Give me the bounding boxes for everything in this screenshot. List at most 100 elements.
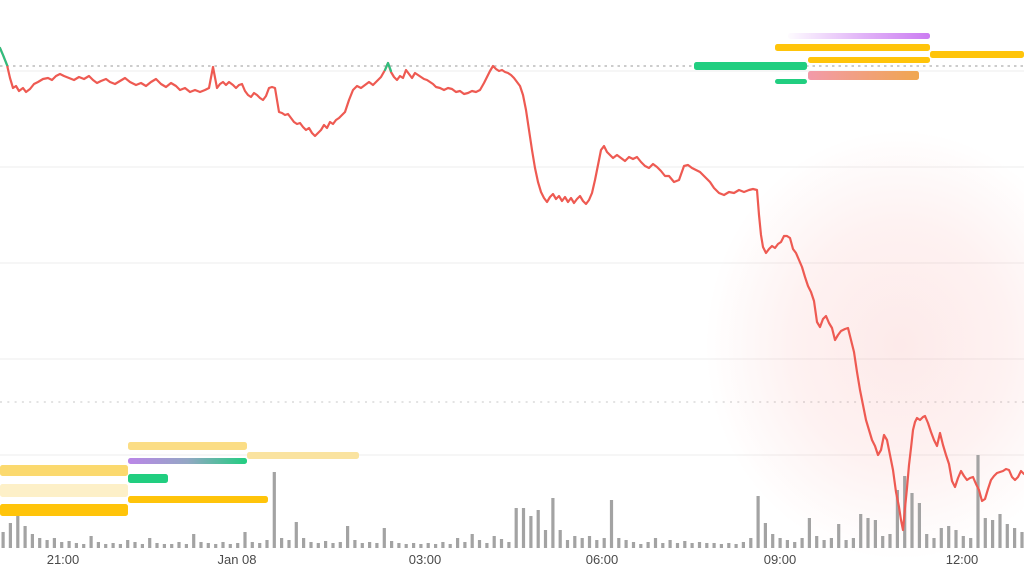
volume-bar [67,541,71,548]
volume-bar [543,530,548,548]
decline-highlight [705,130,1024,560]
volume-bar [741,542,745,548]
volume-bar [983,518,987,548]
order-marker-purple-fade[interactable] [788,33,930,39]
volume-bar [228,544,232,548]
order-marker-yellow-pale[interactable] [0,484,128,497]
volume-bar [243,532,247,548]
volume-bar [89,536,93,548]
volume-bar [353,540,357,548]
volume-bar [272,472,276,548]
volume-bar [609,500,614,548]
x-axis-label: Jan 08 [217,552,256,567]
volume-bar [1020,532,1024,548]
volume-bar [873,520,877,548]
order-marker-pink-orange[interactable] [808,71,919,80]
volume-bar [521,508,526,548]
volume-bar [800,538,804,548]
volume-bar [206,543,210,548]
x-axis-label: 06:00 [586,552,619,567]
volume-bar [280,538,284,548]
volume-bar [126,540,130,548]
volume-bar [192,534,196,548]
volume-bar [199,542,203,548]
volume-bar [448,544,452,548]
volume-bar [346,526,350,548]
volume-bar [477,540,482,548]
volume-bar [639,544,643,548]
volume-bar [294,522,298,548]
order-marker-gold[interactable] [0,504,128,516]
volume-bar [793,542,797,548]
volume-bar [580,538,584,548]
volume-bar [763,523,767,548]
order-marker-gold[interactable] [128,496,268,503]
volume-bar [939,528,943,548]
order-marker-green[interactable] [128,474,168,483]
volume-bar [851,538,855,548]
volume-bar [697,542,702,548]
volume-bar [52,538,56,548]
volume-bar [1,532,5,548]
volume-bar [390,541,394,548]
volume-bar [859,514,863,548]
x-axis-label: 03:00 [409,552,442,567]
volume-bar [602,538,606,548]
volume-bar [881,536,885,548]
volume-bar [23,526,27,548]
volume-bar [155,543,159,548]
volume-bar [844,540,848,548]
volume-bar [221,542,225,548]
volume-bar [529,516,533,548]
volume-bar [148,538,152,548]
volume-bar [38,538,42,548]
volume-bar [895,490,899,548]
volume-bar [412,543,416,548]
order-markers-layer [0,33,1024,516]
order-marker-green[interactable] [775,79,807,84]
volume-bar [829,538,833,548]
volume-bar [441,542,445,548]
volume-bar [60,542,64,548]
volume-bar [734,544,738,548]
volume-bar [536,510,540,548]
volume-bar [434,544,438,548]
volume-bar [375,543,379,548]
order-marker-yellow-light[interactable] [128,442,247,450]
volume-bar [785,540,789,548]
axis-layer: 21:00 Jan 08 03:00 06:00 09:00 12:00 [47,552,979,567]
volume-bar [925,534,929,548]
volume-bar [514,508,518,548]
volume-bar [712,543,716,548]
volume-bar [470,534,474,548]
volume-bar [573,536,577,548]
volume-bar [382,528,386,548]
volume-bar [258,543,262,548]
volume-bar [771,534,775,548]
volume-bar [595,540,599,548]
volume-bar [749,538,753,548]
order-marker-yellow-soft[interactable] [247,452,359,459]
order-marker-yellow-mid[interactable] [0,465,128,476]
volume-bar [456,538,460,548]
order-marker-gold[interactable] [930,51,1024,58]
volume-bar [309,542,313,548]
volume-bar [551,498,555,548]
volume-bar [287,540,291,548]
volume-bar [324,541,328,548]
volume-bar [214,544,218,548]
order-marker-gold[interactable] [808,57,930,63]
volume-bar [184,544,188,548]
order-marker-gold[interactable] [775,44,930,51]
price-line-green-segment [0,46,9,67]
volume-bar [360,543,364,548]
order-marker-green[interactable] [694,62,807,70]
volume-bar [397,543,401,548]
x-axis-label: 09:00 [764,552,797,567]
volume-bar [111,543,115,548]
volume-bar [250,542,254,548]
volume-bar [170,544,174,548]
order-marker-purple-green[interactable] [128,458,247,464]
volume-bar [302,538,306,548]
